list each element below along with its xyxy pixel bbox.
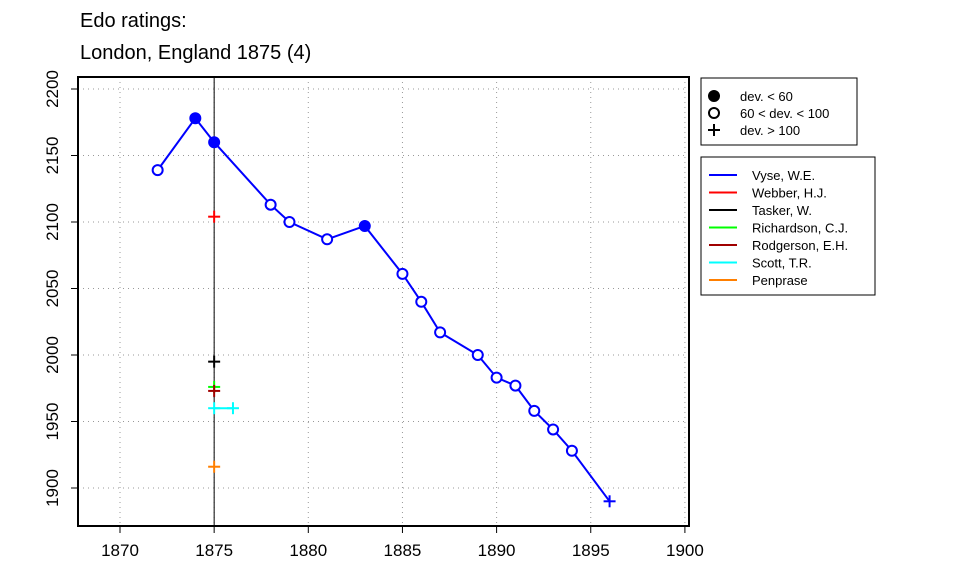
vyse-w-e-filled-marker (358, 219, 371, 232)
series-legend-label: Penprase (752, 273, 808, 288)
x-tick-label: 1885 (384, 541, 422, 560)
chart-title: Edo ratings: (80, 10, 187, 32)
y-tick-label: 1900 (43, 469, 62, 507)
vyse-w-e-open-marker (415, 295, 428, 308)
vyse-w-e-filled-marker (208, 136, 221, 149)
y-tick-label: 2200 (43, 70, 62, 108)
vyse-w-e-open-marker (264, 198, 277, 211)
vyse-w-e-plus-marker (603, 495, 616, 508)
y-tick-label: 1950 (43, 403, 62, 441)
vyse-w-e-open-marker (151, 164, 164, 177)
marker-legend (700, 77, 858, 146)
y-tick-label: 2050 (43, 270, 62, 308)
vyse-w-e-open-marker (547, 423, 560, 436)
chart-subtitle: London, England 1875 (4) (80, 42, 312, 64)
x-tick-label: 1895 (572, 541, 610, 560)
series-legend-label: Scott, T.R. (752, 256, 812, 271)
series-legend-label: Richardson, C.J. (752, 221, 848, 236)
series-legend (700, 156, 876, 296)
tasker-w-plus-marker (208, 355, 221, 368)
x-tick-label: 1890 (478, 541, 516, 560)
legend-plus-marker (708, 124, 720, 136)
vyse-w-e-open-marker (283, 216, 296, 228)
marker-legend-label: dev. > 100 (740, 123, 800, 138)
vyse-w-e-line (156, 116, 611, 502)
vyse-w-e-open-marker (490, 371, 503, 384)
marker-legend-label: 60 < dev. < 100 (740, 106, 829, 121)
scott-t-r-plus-marker (208, 402, 221, 415)
vyse-w-e-open-marker (321, 233, 334, 246)
series-legend-label: Tasker, W. (752, 203, 812, 218)
vyse-w-e-open-marker (434, 326, 447, 339)
legend-open-marker (708, 107, 720, 119)
marker-legend-label: dev. < 60 (740, 89, 793, 104)
scott-t-r-plus-marker (226, 402, 239, 415)
y-tick-label: 2100 (43, 203, 62, 241)
vyse-w-e-open-marker (528, 404, 541, 417)
series-legend-label: Rodgerson, E.H. (752, 238, 848, 253)
x-tick-label: 1870 (101, 541, 139, 560)
legend-filled-marker (708, 90, 720, 102)
vyse-w-e-open-marker (565, 444, 578, 457)
vyse-w-e-open-marker (471, 349, 484, 361)
x-tick-label: 1875 (195, 541, 233, 560)
x-tick-label: 1880 (289, 541, 327, 560)
y-tick-label: 2150 (43, 137, 62, 175)
vyse-w-e-open-marker (396, 267, 409, 280)
series-legend-label: Vyse, W.E. (752, 168, 815, 183)
y-tick-label: 2000 (43, 336, 62, 374)
rodgerson-e-h-plus-marker (208, 384, 221, 397)
vyse-w-e-open-marker (509, 379, 522, 392)
plot-frame (77, 76, 690, 527)
series-legend-label: Webber, H.J. (752, 186, 827, 201)
vyse-w-e-filled-marker (189, 112, 202, 125)
x-tick-label: 1900 (666, 541, 704, 560)
webber-h-j-plus-marker (208, 210, 221, 223)
penprase-plus-marker (208, 460, 221, 473)
